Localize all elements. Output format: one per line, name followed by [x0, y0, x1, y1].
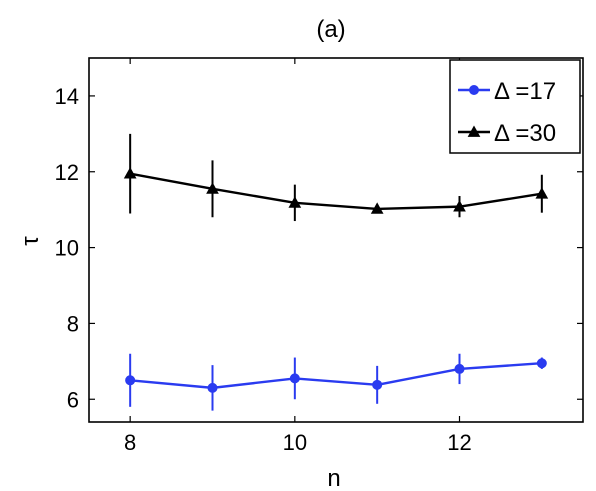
- data-point: [453, 200, 466, 212]
- legend-marker: [467, 125, 481, 137]
- legend-box: [449, 59, 581, 154]
- data-point: [288, 196, 302, 208]
- series-1: [125, 353, 547, 411]
- data-point: [370, 202, 384, 214]
- legend-marker: [469, 85, 479, 95]
- y-tick-label: 12: [55, 160, 79, 185]
- data-point: [454, 363, 465, 374]
- y-tick-label: 14: [55, 84, 79, 109]
- chart-title: (a): [316, 16, 345, 43]
- plot-frame: [88, 57, 584, 423]
- legend: Δ =17 Δ =30: [449, 59, 581, 154]
- data-point: [206, 182, 219, 194]
- data-point: [125, 375, 136, 386]
- data-point: [372, 379, 383, 390]
- series-2: [123, 133, 549, 222]
- data-point: [289, 373, 300, 384]
- data-point: [207, 382, 218, 393]
- data-point: [535, 187, 549, 199]
- x-axis-title: n: [327, 465, 340, 491]
- legend-label: Δ =17: [494, 78, 556, 105]
- y-tick-label: 8: [67, 311, 79, 336]
- legend-label: Δ =30: [494, 120, 556, 147]
- series-line: [130, 362, 542, 390]
- data-point: [536, 358, 547, 369]
- axes: 8 10 12 6 8 10 12 14: [55, 57, 584, 455]
- x-tick-label: 10: [283, 430, 307, 455]
- data-point: [123, 167, 137, 179]
- y-axis-title: τ: [17, 236, 44, 246]
- y-tick-label: 6: [67, 387, 79, 412]
- x-tick-label: 12: [447, 430, 471, 455]
- plot-area: [123, 133, 549, 411]
- x-tick-label: 8: [124, 430, 136, 455]
- series-line: [129, 172, 543, 211]
- y-tick-label: 10: [55, 236, 79, 261]
